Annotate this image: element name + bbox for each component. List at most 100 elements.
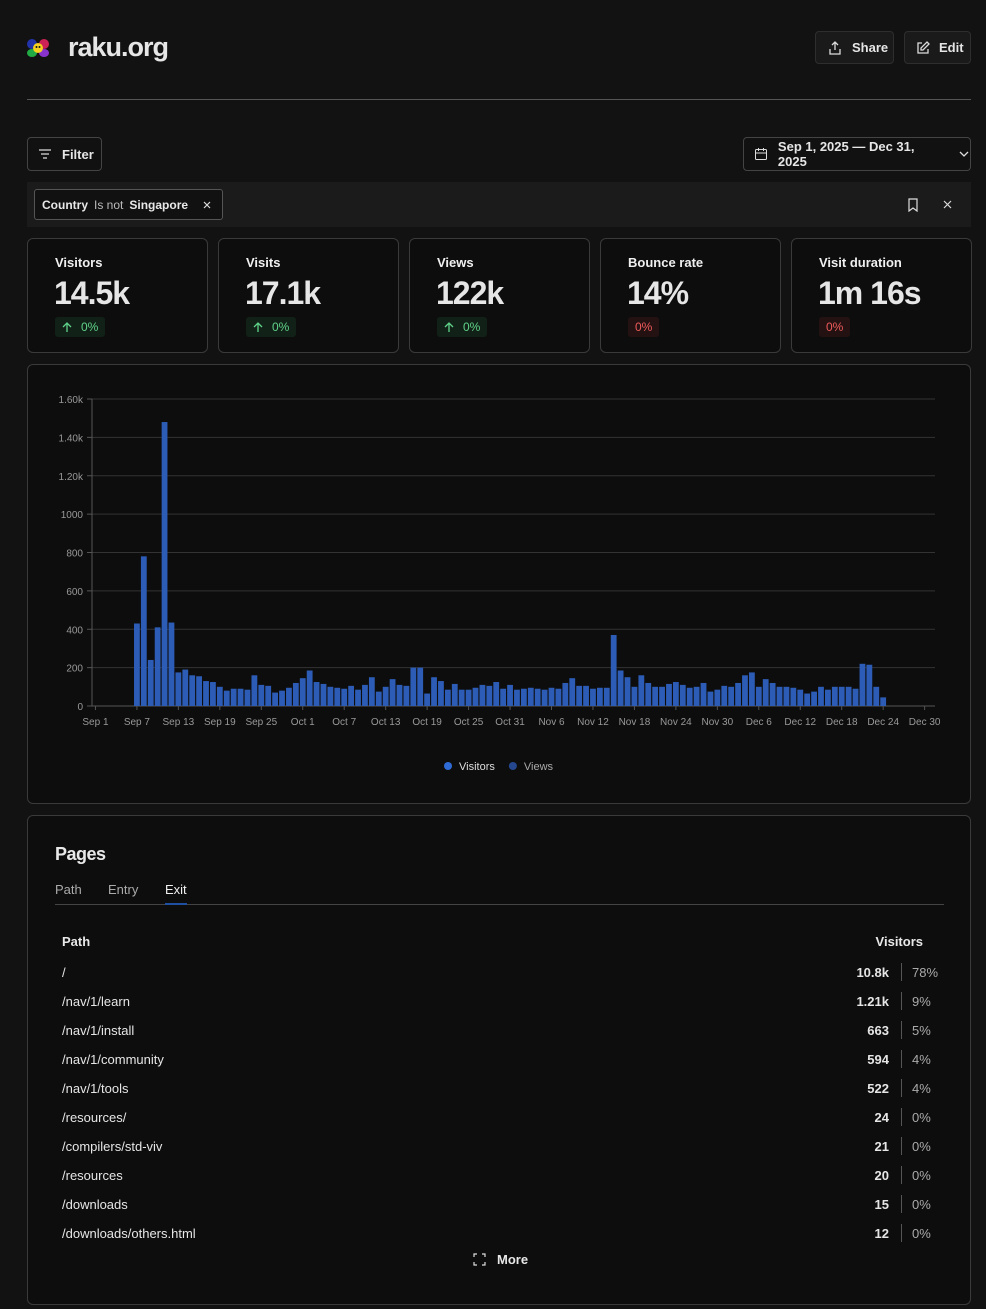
row-visitors: 594 [867, 1052, 889, 1067]
stat-change: 0% [246, 317, 297, 337]
row-path[interactable]: /downloads [62, 1197, 128, 1212]
tab[interactable]: Entry [108, 882, 139, 897]
x-tick-label: Nov 18 [619, 717, 651, 728]
more-button[interactable]: More [473, 1252, 528, 1267]
filter-operator: Is not [94, 197, 124, 212]
stat-card[interactable]: Bounce rate 14% 0% [600, 238, 781, 353]
stat-card[interactable]: Visit duration 1m 16s 0% [791, 238, 972, 353]
bar [638, 675, 645, 706]
row-path[interactable]: /compilers/std-viv [62, 1139, 163, 1154]
filter-button[interactable]: Filter [27, 137, 102, 171]
bar [576, 685, 583, 706]
x-tick-label: Oct 13 [371, 717, 401, 728]
bar [375, 691, 382, 706]
x-tick-label: Sep 19 [204, 717, 236, 728]
remove-filter-icon[interactable] [202, 200, 212, 210]
date-range-button[interactable]: Sep 1, 2025 — Dec 31, 2025 [743, 137, 971, 171]
row-path[interactable]: /downloads/others.html [62, 1226, 196, 1241]
y-tick-label: 400 [66, 625, 83, 636]
stat-label: Views [437, 255, 474, 270]
bar [769, 682, 776, 706]
filter-icon [39, 149, 51, 159]
calendar-icon [755, 148, 767, 160]
bar [610, 635, 617, 706]
bar [748, 672, 755, 706]
trend-up-icon [444, 321, 454, 332]
x-tick-label: Nov 24 [660, 717, 692, 728]
bar [534, 688, 541, 706]
bar [410, 667, 417, 706]
bar [603, 687, 610, 706]
stat-card[interactable]: Visits 17.1k 0% [218, 238, 399, 353]
tab[interactable]: Exit [165, 882, 187, 897]
stat-label: Bounce rate [628, 255, 704, 270]
bar [520, 688, 527, 706]
row-path[interactable]: /nav/1/tools [62, 1081, 129, 1096]
tab[interactable]: Path [55, 882, 82, 897]
filter-value: Singapore [129, 197, 189, 212]
row-path[interactable]: /nav/1/learn [62, 994, 130, 1009]
bar [679, 684, 686, 706]
x-tick-label: Oct 19 [412, 717, 442, 728]
x-tick-label: Oct 1 [291, 717, 315, 728]
pages-card: Pages Path Visitors More Path Entry Exit / 1… [27, 815, 971, 1305]
bar [472, 687, 479, 706]
chevron-icon [959, 151, 969, 157]
bar [659, 686, 665, 706]
row-path[interactable]: /nav/1/community [62, 1052, 164, 1067]
stat-change: 0% [628, 317, 660, 337]
row-percent: 0% [912, 1139, 931, 1154]
bar [486, 685, 493, 706]
bar [873, 686, 880, 706]
bar [362, 684, 368, 706]
bar [444, 689, 451, 706]
bar [845, 686, 852, 706]
row-path[interactable]: / [62, 965, 66, 980]
bar [866, 664, 873, 706]
bar [458, 689, 465, 706]
chart-card: 0 200 400 600 800 1000 1.20k 1.40k 1.60k Sep 1 Sep… [27, 364, 971, 804]
x-tick-label: Nov 12 [577, 717, 609, 728]
row-path[interactable]: /resources/ [62, 1110, 127, 1125]
row-path[interactable]: /resources [62, 1168, 123, 1183]
stat-card[interactable]: Views 122k 0% [409, 238, 590, 353]
chart: 0 200 400 600 800 1000 1.20k 1.40k 1.60k Sep 1 Sep… [59, 395, 941, 773]
edit-button[interactable]: Edit [904, 31, 971, 64]
bar [596, 687, 603, 706]
row-path[interactable]: /nav/1/install [62, 1023, 135, 1038]
row-visitors: 663 [867, 1023, 889, 1038]
row-separator [901, 1079, 902, 1097]
bar [783, 686, 790, 706]
bar [286, 687, 292, 706]
bar [790, 687, 797, 706]
bar [852, 688, 859, 706]
filter-field: Country [42, 197, 88, 212]
clear-filters-icon[interactable] [942, 199, 953, 210]
bar [382, 686, 389, 706]
share-button[interactable]: Share [815, 31, 894, 64]
bar [348, 685, 355, 706]
edit-label: Edit [939, 40, 964, 55]
bar [389, 679, 396, 706]
trend-up-icon [62, 321, 72, 332]
bar [797, 689, 804, 706]
bar [175, 672, 182, 706]
bar [838, 686, 845, 706]
bar [451, 683, 458, 706]
row-visitors: 24 [874, 1110, 889, 1125]
bookmark-icon[interactable] [907, 198, 919, 212]
bar [306, 670, 313, 706]
bar [216, 686, 223, 706]
stat-value: 14% [627, 275, 689, 311]
site-title: raku.org [68, 32, 169, 62]
y-tick-label: 200 [66, 664, 83, 675]
bar [672, 682, 679, 706]
x-tick-label: Sep 1 [82, 717, 109, 728]
filter-chip[interactable]: Country Is not Singapore [34, 189, 223, 220]
bar [652, 686, 659, 706]
x-tick-label: Dec 6 [746, 717, 773, 728]
bar [203, 681, 209, 706]
stat-card[interactable]: Visitors 14.5k 0% [27, 238, 208, 353]
trend-up-icon [253, 321, 263, 332]
bar [355, 689, 361, 706]
